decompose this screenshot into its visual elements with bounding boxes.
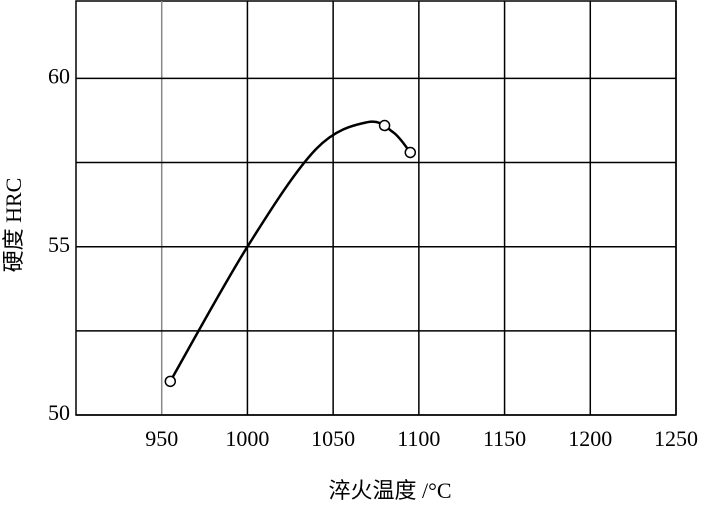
y-tick-label: 55	[48, 232, 70, 257]
x-tick-label: 1000	[225, 426, 269, 451]
y-tick-label: 60	[48, 63, 70, 88]
x-tick-label: 1200	[568, 426, 612, 451]
plot-frame	[75, 0, 677, 416]
x-axis-label: 淬火温度 /°C	[328, 478, 451, 503]
data-point	[378, 119, 391, 132]
curve	[169, 120, 412, 382]
x-tick-label: 1050	[311, 426, 355, 451]
y-tick-label: 50	[48, 400, 70, 425]
x-tick-label: 1250	[654, 426, 698, 451]
data-point	[404, 146, 417, 159]
x-tick-label: 1100	[397, 426, 440, 451]
data-point	[164, 375, 177, 388]
x-tick-label: 1150	[483, 426, 526, 451]
x-tick-label: 950	[145, 426, 178, 451]
y-axis-label: 硬度 HRC	[1, 178, 26, 273]
